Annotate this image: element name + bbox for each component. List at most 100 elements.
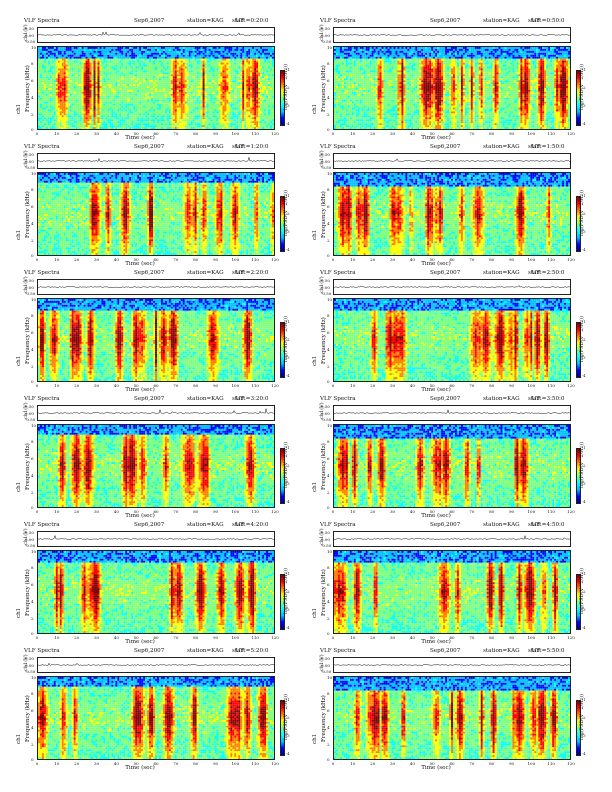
time-tick: 0 bbox=[36, 257, 39, 262]
timeseries-trace bbox=[37, 657, 275, 673]
freq-tick: 8 bbox=[327, 565, 330, 570]
spectrogram-panel: VLF Spectra Sep6,2007 station=KAG start … bbox=[318, 144, 588, 268]
freq-tick: 10 bbox=[31, 45, 36, 50]
freq-tick: 8 bbox=[31, 439, 34, 444]
time-tick: 40 bbox=[410, 257, 415, 262]
spectrogram-panel: VLF Spectra Sep6,2007 station=KAG start … bbox=[318, 522, 588, 646]
timeseries-trace bbox=[37, 405, 275, 421]
panel-station: station=KAG bbox=[483, 270, 520, 276]
time-tick: 120 bbox=[271, 635, 279, 640]
time-tick: 20 bbox=[370, 131, 375, 136]
time-tick: 120 bbox=[567, 761, 575, 766]
time-axis-label: Time (sec) bbox=[421, 513, 451, 519]
panel-ut-value: UT =2:50:0 bbox=[532, 270, 565, 276]
panel-title: VLF Spectra bbox=[24, 18, 60, 24]
time-tick: 0 bbox=[36, 635, 39, 640]
panel-station: station=KAG bbox=[483, 18, 520, 24]
colorbar-label: log(PSD(V^2/Hz)) bbox=[283, 316, 289, 362]
freq-tick: 6 bbox=[31, 456, 34, 461]
freq-tick: 10 bbox=[31, 549, 36, 554]
freq-tick: 10 bbox=[327, 675, 332, 680]
time-tick: 80 bbox=[193, 509, 198, 514]
time-tick: 20 bbox=[370, 509, 375, 514]
ts-axis-label: ch1(V) bbox=[23, 276, 29, 293]
cbar-tick: -4 bbox=[582, 752, 586, 756]
freq-tick: 10 bbox=[31, 675, 36, 680]
colorbar-label: log(PSD(V^2/Hz)) bbox=[579, 568, 585, 614]
time-tick: 40 bbox=[114, 131, 119, 136]
freq-tick: 10 bbox=[327, 297, 332, 302]
ch-label: ch1 bbox=[16, 230, 22, 240]
time-tick: 40 bbox=[410, 509, 415, 514]
time-tick: 20 bbox=[74, 383, 79, 388]
time-tick: 110 bbox=[251, 383, 259, 388]
panel-date: Sep6,2007 bbox=[430, 144, 460, 150]
time-tick: 80 bbox=[489, 761, 494, 766]
time-tick: 120 bbox=[271, 761, 279, 766]
panel-title: VLF Spectra bbox=[24, 396, 60, 402]
freq-axis-label: Frequency (kHz) bbox=[25, 443, 31, 490]
time-tick: 20 bbox=[74, 761, 79, 766]
freq-tick: 4 bbox=[31, 599, 34, 604]
spectrogram bbox=[37, 550, 275, 634]
time-tick: 0 bbox=[332, 761, 335, 766]
freq-tick: 6 bbox=[327, 708, 330, 713]
freq-tick: 4 bbox=[327, 725, 330, 730]
ts-axis-label: ch1(V) bbox=[23, 24, 29, 41]
spectrogram-image bbox=[38, 551, 274, 633]
time-tick: 0 bbox=[332, 635, 335, 640]
time-tick: 0 bbox=[36, 761, 39, 766]
time-axis-label: Time (sec) bbox=[421, 135, 451, 141]
time-tick: 110 bbox=[547, 383, 555, 388]
time-axis-label: Time (sec) bbox=[125, 513, 155, 519]
time-tick: 40 bbox=[114, 761, 119, 766]
ts-axis-label: ch1(V) bbox=[23, 528, 29, 545]
ch-label: ch1 bbox=[312, 608, 318, 618]
panel-title: VLF Spectra bbox=[320, 18, 356, 24]
time-tick: 100 bbox=[528, 383, 536, 388]
freq-tick: 6 bbox=[327, 78, 330, 83]
freq-tick: 2 bbox=[31, 616, 34, 621]
time-tick: 10 bbox=[350, 509, 355, 514]
panel-start-time: start UT =0:20:0 bbox=[232, 18, 236, 24]
time-tick: 0 bbox=[36, 509, 39, 514]
colorbar-label: log(PSD(V^2/Hz)) bbox=[283, 64, 289, 110]
ts-axis-label: ch1(V) bbox=[319, 150, 325, 167]
timeseries-plot: 0.50 0.00 -0.50 bbox=[37, 405, 275, 421]
freq-tick: 2 bbox=[31, 112, 34, 117]
ch-label: ch1 bbox=[312, 482, 318, 492]
freq-axis-label: Frequency (kHz) bbox=[321, 695, 327, 742]
freq-tick: 4 bbox=[327, 473, 330, 478]
time-tick: 120 bbox=[271, 257, 279, 262]
panel-station: station=KAG bbox=[483, 396, 520, 402]
time-tick: 120 bbox=[567, 635, 575, 640]
panel-title: VLF Spectra bbox=[320, 522, 356, 528]
time-tick: 90 bbox=[509, 383, 514, 388]
time-tick: 0 bbox=[332, 509, 335, 514]
time-tick: 40 bbox=[410, 131, 415, 136]
panel-date: Sep6,2007 bbox=[134, 396, 164, 402]
time-tick: 110 bbox=[251, 635, 259, 640]
freq-tick: 0 bbox=[327, 253, 330, 258]
freq-axis-label: Frequency (kHz) bbox=[321, 569, 327, 616]
colorbar-label: log(PSD(V^2/Hz)) bbox=[283, 442, 289, 488]
time-tick: 110 bbox=[251, 509, 259, 514]
freq-tick: 0 bbox=[327, 505, 330, 510]
time-tick: 30 bbox=[94, 509, 99, 514]
time-tick: 10 bbox=[350, 635, 355, 640]
timeseries-trace bbox=[37, 531, 275, 547]
panel-start-time: start UT =2:20:0 bbox=[232, 270, 236, 276]
time-tick: 80 bbox=[489, 131, 494, 136]
panel-date: Sep6,2007 bbox=[430, 522, 460, 528]
timeseries-trace bbox=[37, 153, 275, 169]
freq-axis-label: Frequency (kHz) bbox=[321, 443, 327, 490]
panel-station: station=KAG bbox=[483, 648, 520, 654]
timeseries-trace bbox=[37, 279, 275, 295]
freq-tick: 2 bbox=[327, 490, 330, 495]
time-tick: 10 bbox=[54, 257, 59, 262]
freq-tick: 2 bbox=[327, 364, 330, 369]
cbar-tick: -4 bbox=[582, 248, 586, 252]
freq-tick: 2 bbox=[327, 112, 330, 117]
freq-tick: 2 bbox=[31, 238, 34, 243]
spectrogram-image bbox=[334, 173, 570, 255]
